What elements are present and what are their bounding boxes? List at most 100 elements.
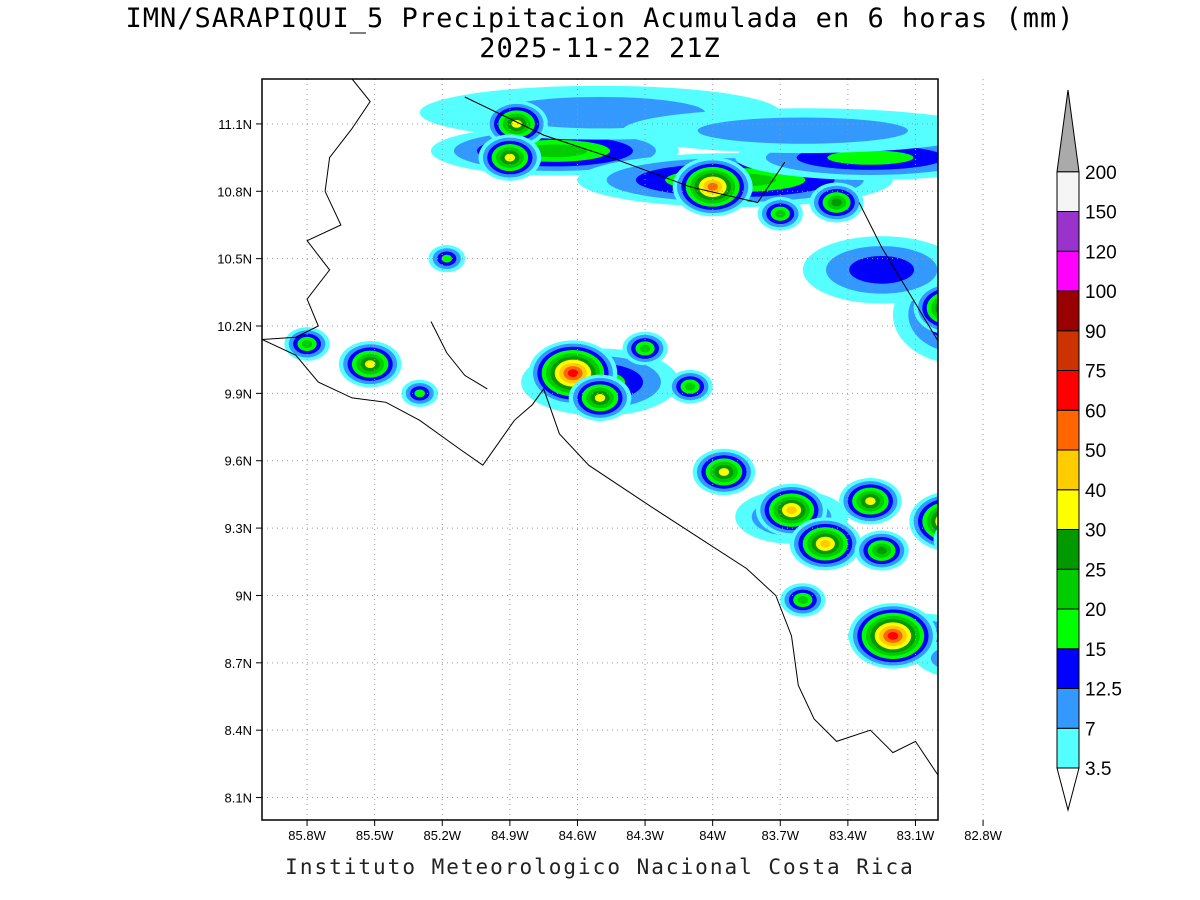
y-tick-label: 9.6N <box>225 454 252 469</box>
precip-cell <box>937 537 938 541</box>
precip-cell <box>797 596 809 604</box>
colorbar-swatch <box>1056 568 1080 610</box>
colorbar-label: 60 <box>1085 401 1106 422</box>
precip-cell <box>956 632 1010 672</box>
precip-cell <box>707 182 718 191</box>
colorbar-label: 150 <box>1085 203 1117 224</box>
colorbar-label: 120 <box>1085 242 1117 263</box>
colorbar-swatch <box>1056 330 1080 371</box>
colorbar-swatch <box>1056 449 1080 491</box>
colorbar-swatch <box>1056 409 1080 451</box>
colorbar-label: 25 <box>1085 560 1106 581</box>
precip-cell <box>786 506 797 514</box>
precip-cell <box>944 304 954 312</box>
colorbar-swatch <box>1056 727 1080 769</box>
colorbar-swatch <box>1056 608 1080 650</box>
precip-cell <box>931 297 938 319</box>
precip-cell <box>947 529 975 550</box>
precip-cell <box>978 322 988 330</box>
x-tick-label: 83.1W <box>897 828 935 843</box>
precip-band <box>962 651 1005 665</box>
colorbar-label: 100 <box>1085 282 1117 303</box>
precip-cell <box>933 528 938 551</box>
y-tick-label: 10.5N <box>217 252 252 267</box>
footer-credit: Instituto Meteorologico Nacional Costa R… <box>285 855 915 879</box>
colorbar-swatch <box>1056 688 1080 729</box>
precip-cell <box>775 209 786 218</box>
precip-band <box>939 299 982 330</box>
colorbar-label: 50 <box>1085 441 1106 462</box>
precip-cell <box>718 468 730 476</box>
colorbar-swatch <box>1056 211 1080 252</box>
coastlines <box>262 79 983 820</box>
y-tick-label: 10.2N <box>217 319 252 334</box>
colorbar-label: 30 <box>1085 521 1106 542</box>
x-tick-label: 82.8W <box>964 828 1002 843</box>
y-axis-ticks: 11.1N 10.8N 10.5N 10.2N 9.9N 9.6N 9.3N 9N 8.7N 8.… <box>217 117 262 806</box>
x-tick-label: 84.9W <box>491 828 529 843</box>
precip-band <box>849 255 915 284</box>
x-tick-label: 85.5W <box>356 828 394 843</box>
colorbar-label: 15 <box>1085 640 1106 661</box>
precip-cell <box>441 254 453 263</box>
precip-cell <box>684 382 696 391</box>
colorbar-label: 75 <box>1085 362 1106 383</box>
coastline <box>949 472 983 820</box>
colorbar-label: 200 <box>1085 163 1117 184</box>
precip-cell <box>639 344 651 353</box>
y-tick-label: 9.9N <box>225 386 252 401</box>
coastline <box>464 96 786 204</box>
precip-cell <box>947 625 1018 678</box>
precip-cell <box>974 645 993 659</box>
x-tick-label: 84.6W <box>559 828 597 843</box>
precip-cell <box>965 638 1002 665</box>
precip-band <box>827 150 914 165</box>
precip-cell <box>364 360 376 369</box>
colorbar-swatch <box>1056 290 1080 332</box>
y-tick-label: 8.1N <box>225 791 252 806</box>
colorbar-label: 20 <box>1085 600 1106 621</box>
colorbar-swatch <box>1056 171 1080 212</box>
x-tick-label: 83.7W <box>761 828 799 843</box>
colorbar-swatch <box>1056 648 1080 689</box>
precip-cell <box>955 535 965 543</box>
x-tick-label: 84.3W <box>626 828 664 843</box>
colorbar-label: 40 <box>1085 481 1106 502</box>
precip-band <box>930 649 938 668</box>
precip-cell <box>876 546 887 555</box>
plot-frame <box>261 78 939 821</box>
colorbar-label: 12.5 <box>1085 680 1122 701</box>
y-tick-label: 8.4N <box>225 723 252 738</box>
grid-lines <box>262 79 984 820</box>
precip-cell <box>831 198 842 207</box>
precip-cell <box>887 632 899 640</box>
colorbar-swatch <box>1056 489 1080 530</box>
x-tick-label: 83.4W <box>829 828 867 843</box>
x-tick-label: 85.2W <box>423 828 461 843</box>
precip-cell <box>940 301 959 315</box>
coastline <box>430 321 488 390</box>
y-tick-label: 10.8N <box>217 184 252 199</box>
coastline <box>858 202 938 342</box>
precip-cell <box>594 393 606 402</box>
precip-cell <box>973 319 992 333</box>
colorbar-top-arrow <box>1056 89 1080 173</box>
colorbar-label: 3.5 <box>1085 759 1111 780</box>
precip-cell <box>951 532 970 546</box>
precip-cell <box>942 526 979 553</box>
colorbar-swatch <box>1056 529 1080 570</box>
colorbar-label: 90 <box>1085 322 1106 343</box>
precip-cell <box>820 539 831 548</box>
precip-cell <box>952 628 1015 674</box>
precip-cell <box>935 301 938 315</box>
coastline <box>262 79 371 340</box>
map-timestamp: 2025-11-22 21Z <box>479 33 721 64</box>
precip-cell <box>931 510 938 532</box>
precip-cell <box>944 517 954 525</box>
precip-band <box>697 117 908 144</box>
y-tick-label: 9.3N <box>225 521 252 536</box>
precip-cell <box>567 369 579 378</box>
x-axis-ticks: 85.8W 85.5W 85.2W 84.9W 84.6W 84.3W 84W 83.7W 83… <box>288 820 1003 843</box>
colorbar: 3.5 7 12.5 15 20 25 30 40 50 60 75 90 100 120 150 200 <box>1056 89 1122 812</box>
